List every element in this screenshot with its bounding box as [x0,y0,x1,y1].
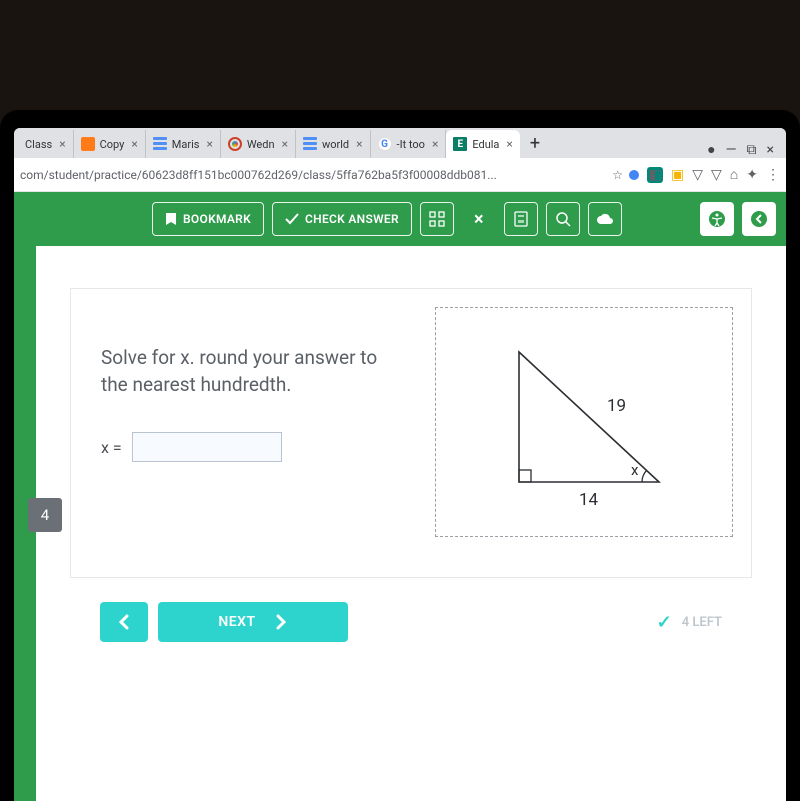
chevron-left-icon [117,614,131,630]
close-icon[interactable]: × [59,137,65,151]
cloud-icon [596,212,614,226]
bookmark-label: BOOKMARK [183,212,251,226]
footer-nav: NEXT ✓ 4 LEFT [70,578,752,666]
grid-button[interactable] [420,202,454,236]
extension-icon[interactable]: ▣ [671,167,684,183]
cloud-button[interactable] [588,202,622,236]
favicon-icon [81,137,95,151]
close-icon[interactable]: × [356,137,362,151]
figure-container: 19 14 x [435,307,733,537]
favicon-icon [153,137,167,151]
shield-icon[interactable]: ▽ [711,167,722,183]
url-text[interactable]: com/student/practice/60623d8ff151bc00076… [20,168,606,182]
app-toolbar: BOOKMARK CHECK ANSWER × [14,192,786,246]
more-icon[interactable]: ⋮ [766,167,780,183]
tab-label: -It too [397,138,425,151]
remaining-indicator: ✓ 4 LEFT [657,612,722,633]
back-button[interactable] [742,202,776,236]
zoom-button[interactable] [546,202,580,236]
angle-label: x [631,461,639,479]
close-icon[interactable]: × [506,137,512,151]
triangle-figure: 19 14 x [479,327,689,517]
magnifier-icon [555,211,571,227]
tab-copy[interactable]: Copy × [74,130,146,158]
browser-tabstrip: Class × Copy × Maris × Wedn × world [14,128,786,158]
hypotenuse-label: 19 [607,396,626,416]
check-answer-label: CHECK ANSWER [305,212,399,226]
check-icon [285,213,299,225]
tab-wedn[interactable]: Wedn × [221,130,296,158]
tab-label: Wedn [247,138,275,151]
bookmark-star-icon[interactable]: ☆ [612,168,623,182]
answer-var-label: x = [101,438,122,457]
close-icon[interactable]: × [131,137,137,151]
question-card: Solve for x. round your answer to the ne… [70,288,752,578]
tab-label: Copy [100,138,125,151]
new-tab-button[interactable]: + [520,130,550,158]
check-icon: ✓ [657,612,672,633]
back-arrow-icon [750,210,768,228]
question-number-badge[interactable]: 4 [28,498,62,532]
calculator-button[interactable] [504,202,538,236]
prev-button[interactable] [100,602,148,642]
remaining-label: 4 LEFT [682,615,722,630]
favicon-icon [303,137,317,151]
base-label: 14 [579,490,599,510]
window-controls: ● — ⧉ × [699,141,782,158]
account-icon[interactable]: ● [707,141,715,158]
favicon-icon [228,137,242,151]
question-prompt: Solve for x. round your answer to the ne… [101,345,403,398]
content-area: Solve for x. round your answer to the ne… [14,246,786,801]
accessibility-button[interactable] [700,202,734,236]
close-tool-button[interactable]: × [462,202,496,236]
puzzle-icon[interactable]: ✦ [746,167,758,183]
minimize-icon[interactable]: — [726,142,737,158]
close-icon[interactable]: × [282,137,288,151]
bookmark-button[interactable]: BOOKMARK [152,202,264,236]
next-label: NEXT [218,614,255,630]
bookmark-icon [165,212,177,226]
tab-edula[interactable]: E Edula × [446,130,519,158]
check-answer-button[interactable]: CHECK ANSWER [272,202,412,236]
answer-input[interactable] [132,432,282,462]
tab-class[interactable]: Class × [18,130,74,158]
close-icon[interactable]: × [206,137,212,151]
answer-row: x = [101,432,403,462]
favicon-icon: E [453,137,467,151]
grid-icon [429,211,445,227]
extension-icon[interactable]: ◧ [647,167,663,183]
tab-maris[interactable]: Maris × [146,130,221,158]
tab-label: Maris [172,138,200,151]
accessibility-icon [708,210,726,228]
home-icon[interactable]: ⌂ [730,166,738,183]
favicon-icon: G [378,137,392,151]
calculator-icon [513,211,529,227]
close-window-icon[interactable]: × [767,142,774,158]
next-button[interactable]: NEXT [158,602,348,642]
tab-label: Class [25,138,52,151]
tab-label: world [322,138,349,151]
tab-label: Edula [472,138,499,151]
chevron-right-icon [274,614,288,630]
extension-icon[interactable] [629,170,639,180]
tab-ittoo[interactable]: G -It too × [371,130,447,158]
maximize-icon[interactable]: ⧉ [747,142,757,158]
tab-world[interactable]: world × [296,130,371,158]
shield-icon[interactable]: ▽ [692,167,703,183]
address-bar: com/student/practice/60623d8ff151bc00076… [14,158,786,192]
close-icon[interactable]: × [432,137,438,151]
